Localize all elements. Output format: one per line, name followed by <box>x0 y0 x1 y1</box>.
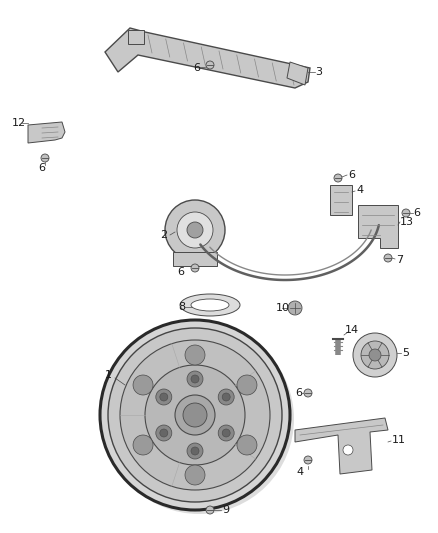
Circle shape <box>361 341 389 369</box>
Text: 9: 9 <box>222 505 229 515</box>
Text: 6: 6 <box>348 170 355 180</box>
FancyBboxPatch shape <box>128 30 144 44</box>
Circle shape <box>191 447 199 455</box>
Polygon shape <box>295 418 388 474</box>
Text: 6: 6 <box>177 267 184 277</box>
Polygon shape <box>287 62 308 85</box>
Ellipse shape <box>180 294 240 316</box>
Circle shape <box>304 389 312 397</box>
Circle shape <box>222 429 230 437</box>
Circle shape <box>133 435 153 455</box>
Text: 1: 1 <box>105 370 112 380</box>
Circle shape <box>133 375 153 395</box>
Text: 6: 6 <box>193 63 200 73</box>
Circle shape <box>304 456 312 464</box>
Ellipse shape <box>104 324 294 514</box>
Circle shape <box>160 393 168 401</box>
Polygon shape <box>105 28 310 88</box>
Circle shape <box>187 443 203 459</box>
Circle shape <box>175 395 215 435</box>
Text: 7: 7 <box>396 255 403 265</box>
Text: 6: 6 <box>295 388 302 398</box>
Circle shape <box>145 365 245 465</box>
Text: 10: 10 <box>276 303 290 313</box>
Text: 4: 4 <box>356 185 363 195</box>
Circle shape <box>120 340 270 490</box>
Text: 12: 12 <box>12 118 26 128</box>
Circle shape <box>185 465 205 485</box>
Circle shape <box>156 389 172 405</box>
Text: 5: 5 <box>402 348 409 358</box>
Circle shape <box>187 222 203 238</box>
Circle shape <box>156 425 172 441</box>
Ellipse shape <box>191 299 229 311</box>
Circle shape <box>100 320 290 510</box>
Circle shape <box>187 371 203 387</box>
Circle shape <box>218 425 234 441</box>
Text: 8: 8 <box>178 302 185 312</box>
Circle shape <box>218 389 234 405</box>
Circle shape <box>191 264 199 272</box>
Circle shape <box>237 435 257 455</box>
Circle shape <box>108 328 282 502</box>
Text: 11: 11 <box>392 435 406 445</box>
Circle shape <box>288 301 302 315</box>
Text: 6: 6 <box>413 208 420 218</box>
Circle shape <box>222 393 230 401</box>
Circle shape <box>160 429 168 437</box>
Text: 3: 3 <box>315 67 322 77</box>
Text: 4: 4 <box>296 467 303 477</box>
FancyBboxPatch shape <box>173 252 217 266</box>
Circle shape <box>384 254 392 262</box>
Text: 13: 13 <box>400 217 414 227</box>
Circle shape <box>402 209 410 217</box>
Circle shape <box>369 349 381 361</box>
Polygon shape <box>28 122 65 143</box>
Circle shape <box>343 445 353 455</box>
Text: 2: 2 <box>160 230 167 240</box>
Text: 6: 6 <box>38 163 45 173</box>
Circle shape <box>165 200 225 260</box>
Circle shape <box>206 506 214 514</box>
Circle shape <box>237 375 257 395</box>
Circle shape <box>177 212 213 248</box>
Circle shape <box>353 333 397 377</box>
Circle shape <box>206 61 214 69</box>
FancyBboxPatch shape <box>330 185 352 215</box>
Circle shape <box>185 345 205 365</box>
Circle shape <box>183 403 207 427</box>
Circle shape <box>191 375 199 383</box>
Polygon shape <box>358 205 398 248</box>
Circle shape <box>334 174 342 182</box>
Circle shape <box>41 154 49 162</box>
Text: 14: 14 <box>345 325 359 335</box>
